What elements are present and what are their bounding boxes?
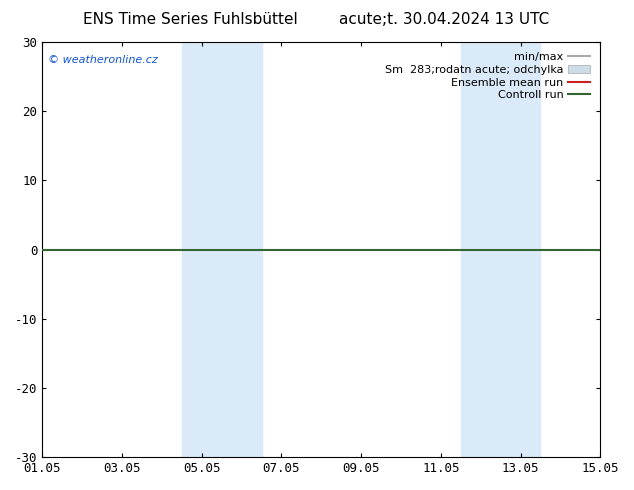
Text: acute;t. 30.04.2024 13 UTC: acute;t. 30.04.2024 13 UTC xyxy=(339,12,549,27)
Bar xyxy=(461,42,540,457)
Text: © weatheronline.cz: © weatheronline.cz xyxy=(48,54,158,65)
Text: ENS Time Series Fuhlsbüttel: ENS Time Series Fuhlsbüttel xyxy=(83,12,297,27)
Legend: min/max, Sm  283;rodatn acute; odchylka, Ensemble mean run, Controll run: min/max, Sm 283;rodatn acute; odchylka, … xyxy=(380,48,595,105)
Bar xyxy=(182,42,262,457)
